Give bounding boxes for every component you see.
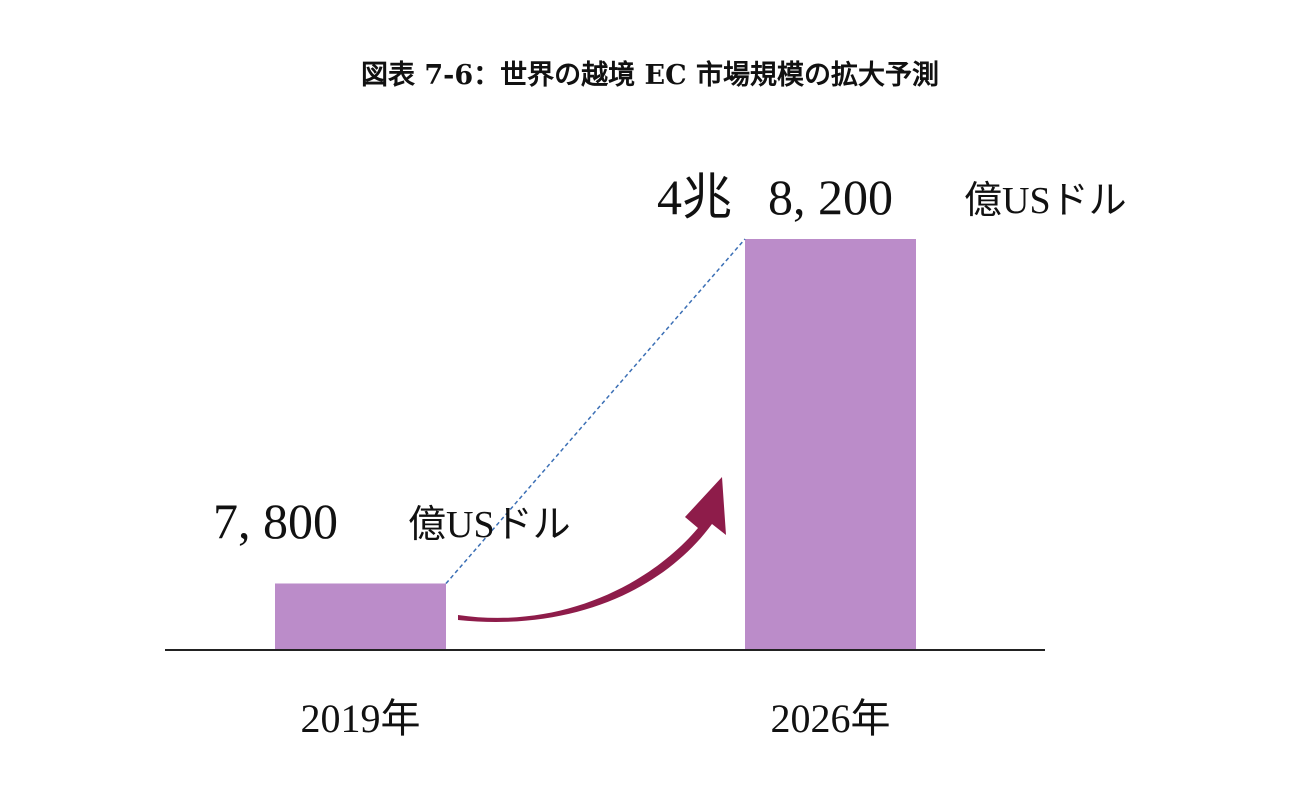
bar-connector-line [445, 238, 746, 584]
growth-arrow-icon [458, 477, 726, 622]
data-label-unit-1: 億USドル [964, 180, 1127, 222]
chart-marks [275, 238, 916, 650]
x-tick-label-0: 2019年 [301, 696, 421, 741]
data-label-1-part-0: 4兆 [657, 169, 732, 225]
bar-1 [745, 239, 916, 650]
chart-labels: 2019年 2026年 7, 800 億USドル 4兆 8, 200 億USドル [213, 169, 1127, 741]
chart-title: 図表 7-6：世界の越境 EC 市場規模の拡大予測 [361, 59, 939, 91]
x-tick-label-1: 2026年 [771, 696, 891, 741]
data-label-0-part-0: 7, 800 [213, 493, 338, 549]
data-label-unit-0: 億USドル [408, 504, 571, 546]
bar-0 [275, 583, 446, 650]
data-label-1-part-1: 8, 200 [768, 169, 893, 225]
